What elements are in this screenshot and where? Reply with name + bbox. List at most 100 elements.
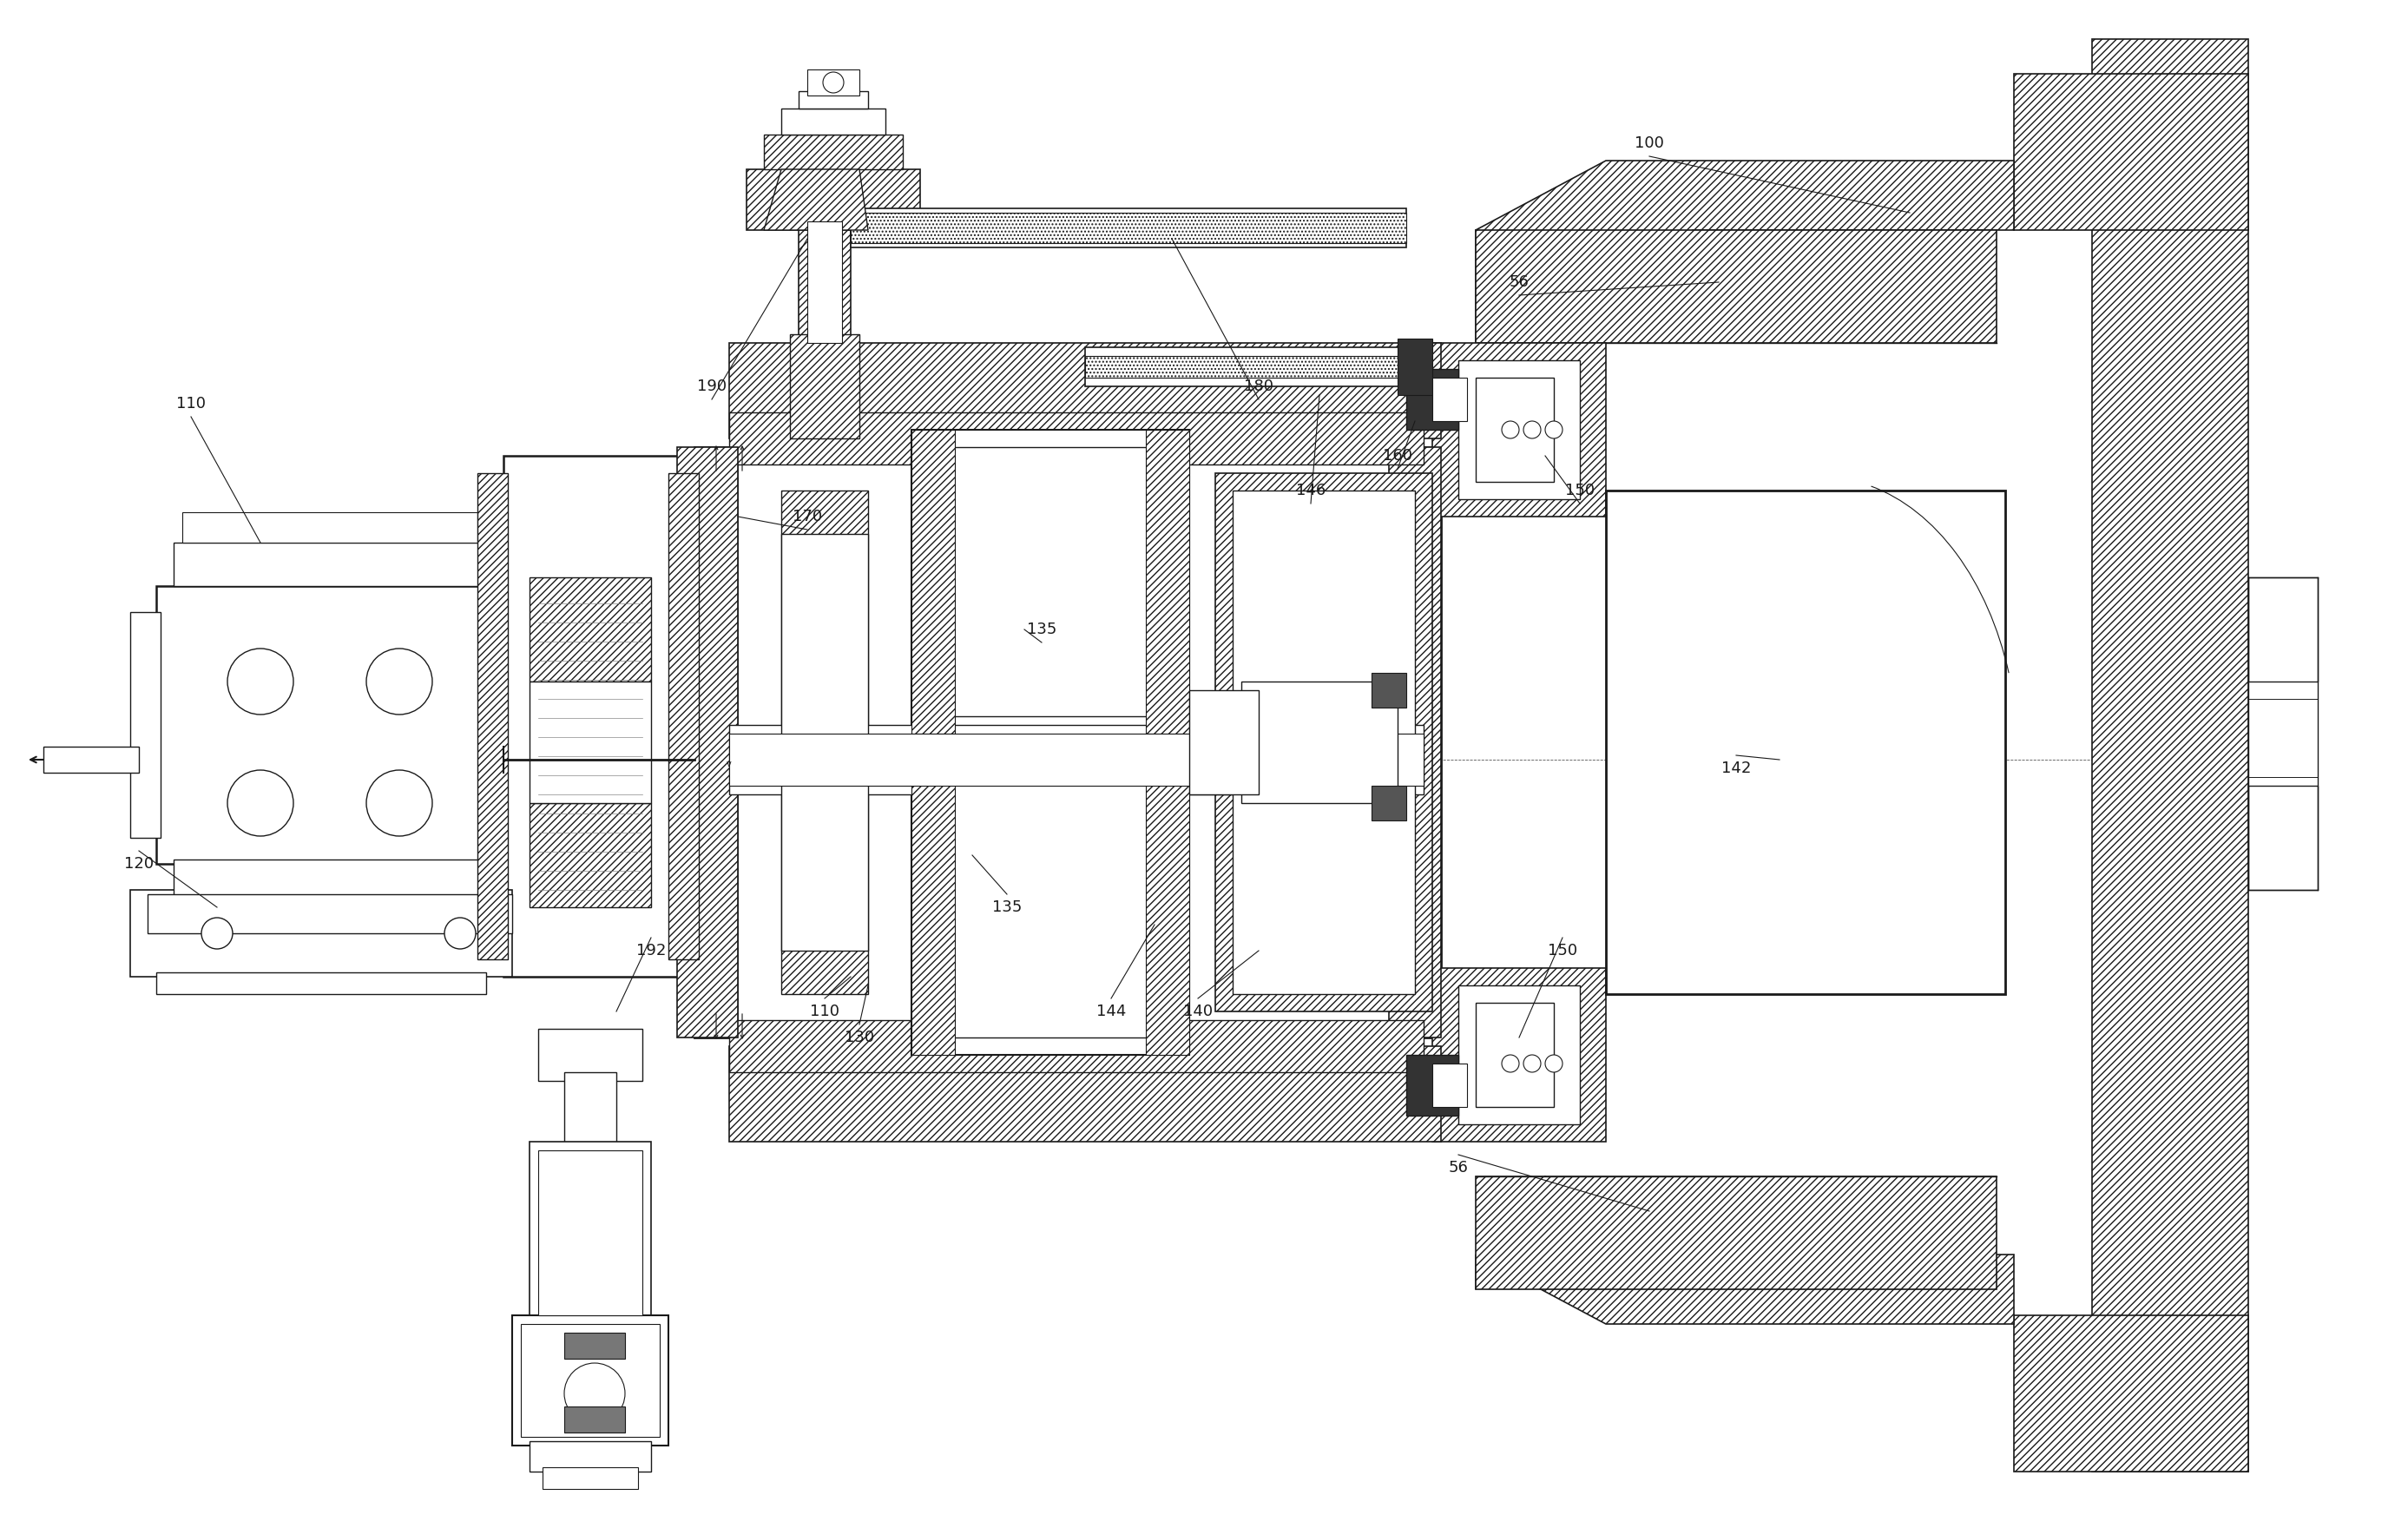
Bar	[807, 221, 843, 342]
Bar	[780, 491, 867, 994]
Bar	[563, 1073, 616, 1150]
Bar	[790, 335, 860, 438]
Circle shape	[366, 770, 433, 836]
Text: 56: 56	[1510, 274, 1529, 289]
Bar	[780, 533, 867, 951]
Bar	[1406, 370, 1459, 430]
Bar	[730, 1047, 1440, 1142]
Bar	[799, 91, 867, 109]
Bar	[730, 412, 1423, 465]
Bar	[1086, 347, 1416, 386]
Bar	[2013, 1315, 2249, 1471]
Bar	[913, 759, 1190, 1054]
Circle shape	[1524, 421, 1541, 438]
Text: 135: 135	[992, 900, 1021, 915]
Bar	[929, 777, 1173, 1038]
Bar	[563, 1406, 626, 1433]
Bar	[694, 447, 1440, 1038]
Bar	[1433, 342, 1606, 517]
Bar	[530, 1441, 650, 1471]
Bar	[1233, 491, 1416, 994]
Bar	[1433, 1064, 1466, 1107]
Bar	[763, 135, 903, 170]
Text: 170: 170	[792, 509, 821, 524]
Bar	[173, 542, 486, 586]
Text: 110: 110	[176, 395, 205, 412]
Circle shape	[366, 648, 433, 715]
Text: 146: 146	[1296, 483, 1327, 498]
Bar	[530, 577, 650, 682]
Circle shape	[1546, 421, 1563, 438]
Bar	[730, 1020, 1423, 1073]
Bar	[850, 209, 1406, 247]
Text: 135: 135	[1026, 621, 1057, 638]
Circle shape	[1503, 1054, 1519, 1073]
Bar	[520, 1324, 660, 1436]
Bar	[913, 759, 956, 1054]
Circle shape	[563, 1364, 626, 1424]
Circle shape	[445, 918, 477, 948]
Text: 56: 56	[1450, 1160, 1469, 1176]
Bar	[2249, 786, 2319, 889]
Circle shape	[202, 918, 234, 948]
Bar	[183, 512, 477, 542]
Text: 142: 142	[1722, 761, 1751, 776]
Circle shape	[824, 73, 843, 92]
Bar	[513, 1315, 669, 1445]
Bar	[1459, 985, 1580, 1124]
Bar	[913, 430, 956, 733]
Bar	[1146, 430, 1190, 733]
Text: 190: 190	[696, 379, 727, 394]
Bar	[2249, 577, 2319, 682]
Bar	[780, 109, 886, 135]
Bar	[477, 473, 508, 959]
Bar	[43, 747, 140, 773]
Bar	[542, 1467, 638, 1489]
Bar	[530, 803, 650, 907]
Bar	[1476, 1003, 1553, 1107]
Text: 180: 180	[1245, 379, 1274, 394]
Bar	[1373, 786, 1406, 821]
Text: 120: 120	[125, 856, 154, 871]
Bar	[730, 733, 1423, 786]
Text: 110: 110	[809, 1003, 840, 1020]
Bar	[1459, 361, 1580, 500]
Text: 150: 150	[1548, 942, 1577, 959]
Bar	[799, 212, 850, 342]
Bar	[539, 1029, 643, 1080]
Text: v: v	[727, 759, 732, 768]
Polygon shape	[763, 170, 867, 230]
Polygon shape	[1476, 1177, 2013, 1324]
Bar	[1433, 968, 1606, 1142]
Bar	[730, 342, 1440, 438]
Circle shape	[1546, 1054, 1563, 1073]
Bar	[850, 212, 1406, 242]
Text: 140: 140	[1182, 1003, 1214, 1020]
Text: 160: 160	[1382, 448, 1413, 464]
Text: 144: 144	[1096, 1003, 1127, 1020]
Bar	[530, 1142, 650, 1324]
Polygon shape	[1476, 161, 2013, 342]
Bar	[563, 1333, 626, 1359]
Bar	[1389, 447, 1440, 1038]
Bar	[503, 456, 694, 977]
Text: 130: 130	[845, 1030, 874, 1045]
Bar	[1397, 338, 1433, 395]
Bar	[1606, 491, 2006, 994]
Bar	[1243, 682, 1397, 803]
Bar	[1406, 1054, 1459, 1115]
Bar	[807, 70, 860, 95]
Bar	[677, 447, 737, 1038]
Bar	[730, 726, 1423, 794]
Bar	[746, 170, 920, 230]
Bar	[173, 859, 486, 898]
Bar	[539, 1150, 643, 1315]
Bar	[1476, 230, 1996, 342]
Bar	[1373, 673, 1406, 708]
Bar	[1433, 377, 1466, 421]
Bar	[1476, 377, 1553, 482]
Bar	[530, 682, 650, 803]
Bar	[1086, 356, 1416, 377]
Bar	[157, 973, 486, 994]
Bar	[157, 586, 503, 864]
